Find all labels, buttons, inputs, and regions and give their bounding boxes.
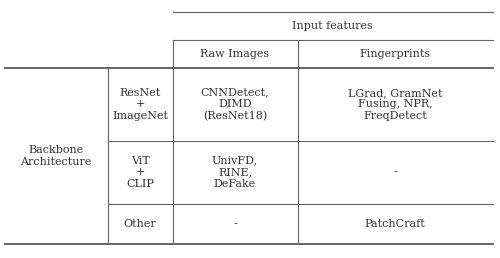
Text: -: - (393, 167, 397, 177)
Text: -: - (233, 219, 237, 229)
Text: PatchCraft: PatchCraft (364, 219, 426, 229)
Text: Other: Other (124, 219, 156, 229)
Text: UnivFD,
RINE,
DeFake: UnivFD, RINE, DeFake (212, 156, 258, 189)
Text: Input features: Input features (292, 21, 373, 31)
Text: CNNDetect,
DIMD
(ResNet18): CNNDetect, DIMD (ResNet18) (200, 88, 270, 121)
Text: ResNet
+
ImageNet: ResNet + ImageNet (112, 88, 168, 121)
Text: Backbone
Architecture: Backbone Architecture (20, 145, 92, 167)
Text: ViT
+
CLIP: ViT + CLIP (126, 156, 154, 189)
Text: Fingerprints: Fingerprints (360, 49, 430, 59)
Text: Raw Images: Raw Images (200, 49, 270, 59)
Text: LGrad, GramNet
Fusing, NPR,
FreqDetect: LGrad, GramNet Fusing, NPR, FreqDetect (348, 88, 442, 121)
